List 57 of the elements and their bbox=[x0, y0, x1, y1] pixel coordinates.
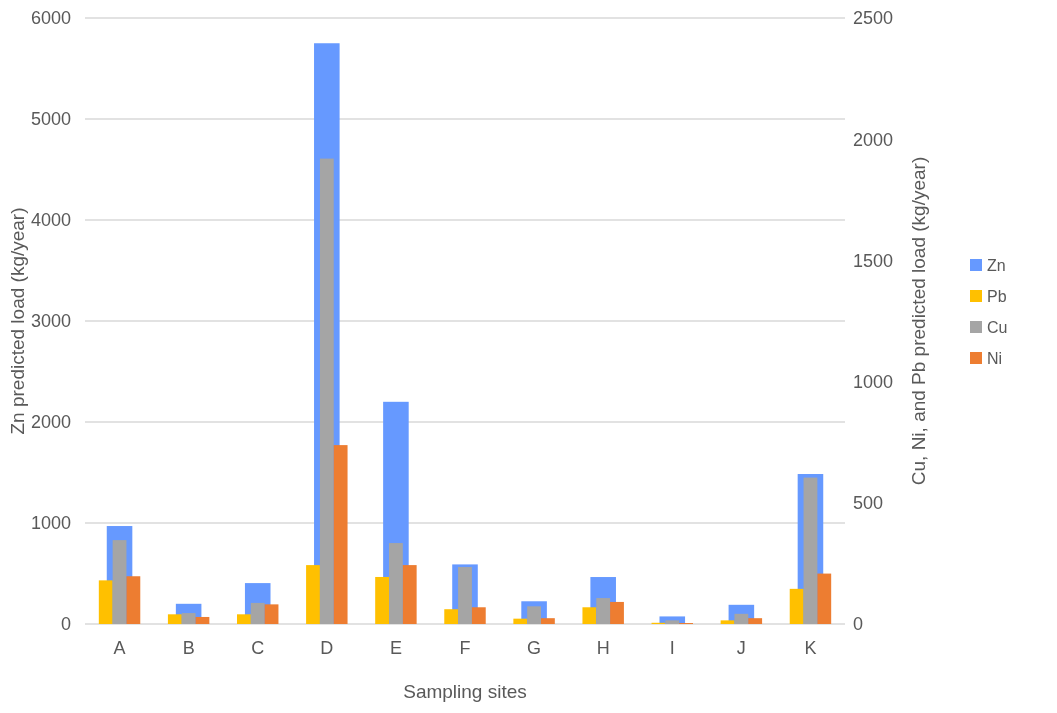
bar bbox=[98, 580, 113, 624]
y-tick-label: 3000 bbox=[30, 311, 71, 332]
x-tick-label: C bbox=[251, 638, 265, 658]
x-tick-label: D bbox=[320, 638, 334, 658]
bar bbox=[195, 616, 210, 624]
bar bbox=[789, 588, 804, 624]
bar bbox=[513, 618, 528, 624]
bar bbox=[541, 618, 555, 624]
x-tick-label: F bbox=[459, 638, 471, 658]
bar bbox=[126, 576, 141, 624]
y2-tick-label: 500 bbox=[853, 493, 884, 514]
y2-tick-label: 1500 bbox=[853, 250, 894, 271]
y-tick-label: 5000 bbox=[30, 109, 71, 130]
legend-label: Cu bbox=[987, 318, 1008, 336]
bar bbox=[167, 614, 182, 624]
bar bbox=[610, 601, 624, 624]
bar bbox=[720, 620, 735, 624]
bar bbox=[237, 614, 251, 624]
bar bbox=[471, 607, 486, 624]
bar bbox=[375, 576, 389, 624]
bar bbox=[389, 543, 403, 624]
y-tick-label: 2000 bbox=[30, 412, 71, 433]
y-tick-label: 0 bbox=[60, 614, 71, 635]
x-tick-label: J bbox=[736, 638, 746, 658]
bar bbox=[444, 609, 459, 624]
bar bbox=[748, 618, 763, 624]
bar bbox=[181, 613, 196, 624]
bar bbox=[264, 604, 279, 624]
bar bbox=[402, 565, 417, 624]
legend-label: Ni bbox=[987, 349, 1003, 367]
y2-tick-label: 2500 bbox=[853, 8, 894, 29]
legend-label: Pb bbox=[987, 287, 1007, 305]
y-tick-label: 1000 bbox=[30, 513, 71, 534]
legend-label: Zn bbox=[987, 256, 1006, 274]
bar bbox=[582, 607, 597, 624]
y2-tick-label: 0 bbox=[853, 614, 864, 635]
y-tick-label: 6000 bbox=[30, 8, 71, 29]
bar bbox=[817, 573, 832, 624]
y-tick-label: 4000 bbox=[30, 210, 71, 231]
y2-tick-label: 2000 bbox=[853, 129, 894, 150]
bar bbox=[306, 565, 320, 624]
x-tick-label: B bbox=[182, 638, 195, 658]
y2-tick-label: 1000 bbox=[853, 371, 894, 392]
x-tick-label: I bbox=[669, 638, 675, 658]
bar bbox=[665, 620, 680, 624]
x-tick-label: H bbox=[596, 638, 610, 658]
x-tick-label: A bbox=[113, 638, 126, 658]
x-axis-title: Sampling sites bbox=[403, 681, 527, 702]
y2-axis-title: Cu, Ni, and Pb predicted load (kg/year) bbox=[908, 156, 929, 486]
bar bbox=[596, 598, 611, 624]
bar bbox=[333, 445, 348, 624]
bar bbox=[250, 602, 265, 624]
y-axis-title: Zn predicted load (kg/year) bbox=[7, 207, 28, 435]
x-tick-label: G bbox=[527, 638, 542, 658]
x-tick-label: E bbox=[389, 638, 402, 658]
x-tick-label: K bbox=[804, 638, 817, 658]
bar bbox=[734, 613, 749, 624]
